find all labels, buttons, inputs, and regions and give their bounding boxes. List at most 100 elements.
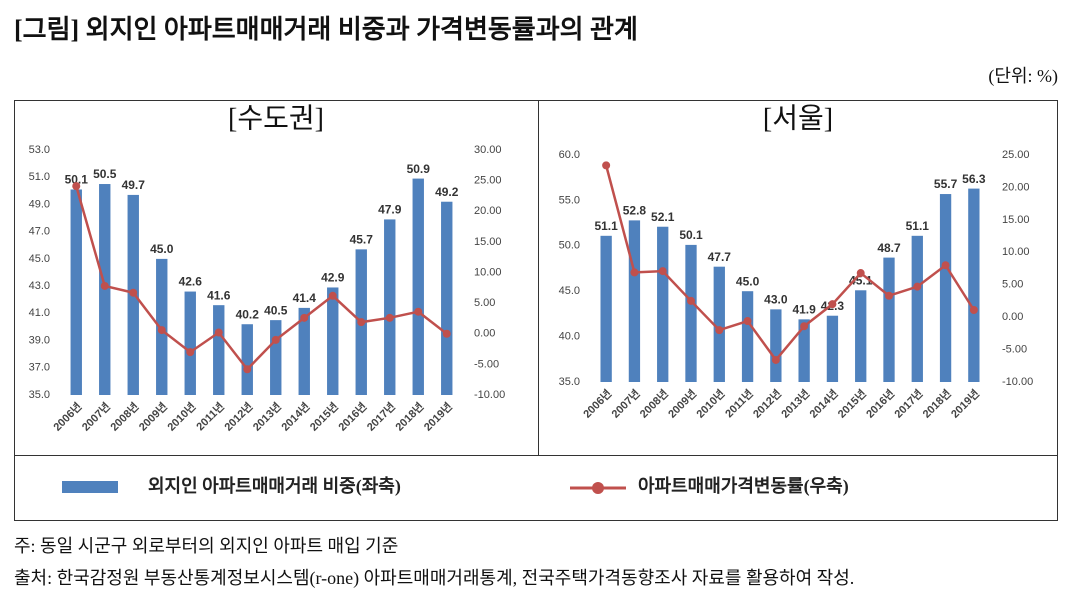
y-tick-label: 45.0 xyxy=(29,253,50,265)
line-marker xyxy=(186,348,195,357)
line-marker xyxy=(658,267,667,276)
x-tick-label: 2016년 xyxy=(863,386,897,420)
value-label: 47.9 xyxy=(378,203,402,217)
x-tick-label: 2011년 xyxy=(722,386,756,420)
line-marker xyxy=(385,313,394,322)
legend-label: 아파트매매가격변동률(우축) xyxy=(638,476,849,497)
bar xyxy=(298,307,310,395)
bar xyxy=(270,320,282,395)
line-marker xyxy=(800,322,809,331)
y2-tick-label: 10.00 xyxy=(474,266,502,278)
bar xyxy=(384,219,396,395)
value-label: 45.0 xyxy=(150,242,174,256)
x-tick-label: 2012년 xyxy=(750,386,784,420)
value-label: 55.7 xyxy=(934,177,958,191)
x-tick-label: 2013년 xyxy=(250,399,284,433)
y-tick-label: 47.0 xyxy=(29,226,50,238)
line-marker xyxy=(214,328,223,337)
value-label: 42.6 xyxy=(179,275,203,289)
value-label: 40.2 xyxy=(236,307,260,321)
line-marker xyxy=(687,296,695,305)
y-tick-label: 51.0 xyxy=(29,171,50,183)
bar xyxy=(241,324,253,395)
figure-title: [그림] 외지인 아파트매매거래 비중과 가격변동률과의 관계 xyxy=(14,15,638,44)
line xyxy=(604,165,975,362)
value-label: 40.5 xyxy=(264,303,288,317)
value-label: 50.1 xyxy=(65,173,89,187)
bar xyxy=(911,235,923,382)
y2-tick-label: -5.00 xyxy=(474,358,499,370)
line-marker xyxy=(328,291,337,300)
y-tick-label: 37.0 xyxy=(29,362,50,374)
line-marker xyxy=(771,355,780,364)
x-tick-label: 2019년 xyxy=(948,386,982,420)
x-tick-label: 2015년 xyxy=(307,399,341,433)
y-tick-label: 60.0 xyxy=(559,149,580,161)
bar xyxy=(412,178,424,395)
x-tick-label: 2006년 xyxy=(50,399,84,433)
bar xyxy=(441,201,453,395)
frame xyxy=(14,100,1058,521)
y2-tick-label: 5.00 xyxy=(474,297,495,309)
legend-label: 외지인 아파트매매거래 비중(좌축) xyxy=(148,476,401,497)
x-tick-label: 2018년 xyxy=(392,399,426,433)
value-label: 49.7 xyxy=(122,178,146,192)
bar xyxy=(855,290,867,382)
note: 주: 동일 시군구 외로부터의 외지인 아파트 매입 기준 xyxy=(14,536,398,556)
bar xyxy=(685,244,697,382)
value-label: 50.1 xyxy=(679,228,703,242)
value-label: 43.0 xyxy=(764,293,788,307)
y2-tick-label: 15.00 xyxy=(1002,214,1030,226)
value-label: 51.1 xyxy=(594,219,618,233)
x-tick-label: 2010년 xyxy=(693,386,727,420)
y2-tick-label: 5.00 xyxy=(1002,279,1023,291)
value-label: 41.4 xyxy=(293,291,317,305)
y2-tick-label: 15.00 xyxy=(474,236,502,248)
value-label: 56.3 xyxy=(962,172,986,186)
line-marker xyxy=(442,329,451,338)
line-marker xyxy=(72,182,81,191)
line-marker xyxy=(414,307,423,316)
value-label: 45.0 xyxy=(736,274,760,288)
x-tick-label: 2014년 xyxy=(278,399,312,433)
value-label: 52.8 xyxy=(623,204,647,218)
value-label: 41.6 xyxy=(207,288,231,302)
y2-tick-label: 0.00 xyxy=(1002,311,1023,323)
bar xyxy=(713,266,725,382)
x-tick-label: 2015년 xyxy=(835,386,869,420)
line-marker xyxy=(602,161,611,170)
y-tick-label: 35.0 xyxy=(29,389,50,401)
value-label: 42.9 xyxy=(321,271,345,285)
line-marker xyxy=(913,282,922,291)
bar xyxy=(184,291,196,395)
x-tick-label: 2016년 xyxy=(335,399,369,433)
y-tick-label: 39.0 xyxy=(29,334,50,346)
y-tick-label: 50.0 xyxy=(559,240,580,252)
legend-swatch xyxy=(62,481,118,493)
y-tick-label: 49.0 xyxy=(29,198,50,210)
y2-tick-label: 10.00 xyxy=(1002,246,1030,258)
x-tick-label: 2013년 xyxy=(778,386,812,420)
x-tick-label: 2019년 xyxy=(421,399,455,433)
y2-tick-label: 20.00 xyxy=(474,205,502,217)
bar xyxy=(826,315,839,382)
y-tick-label: 55.0 xyxy=(559,194,580,206)
bar xyxy=(657,226,669,382)
bar xyxy=(939,194,952,382)
y-tick-label: 53.0 xyxy=(29,144,50,156)
x-tick-label: 2006년 xyxy=(580,386,614,420)
bar xyxy=(213,305,225,395)
line-marker xyxy=(630,268,639,277)
x-tick-label: 2009년 xyxy=(136,399,170,433)
line-marker xyxy=(715,326,724,335)
y2-tick-label: 20.00 xyxy=(1002,181,1030,193)
x-tick-label: 2012년 xyxy=(221,399,255,433)
bar xyxy=(883,257,895,382)
x-tick-label: 2007년 xyxy=(79,399,113,433)
value-label: 47.7 xyxy=(708,250,732,264)
line-marker xyxy=(969,306,978,315)
line-marker xyxy=(357,318,366,327)
value-label: 52.1 xyxy=(651,210,675,224)
line-marker xyxy=(271,335,280,344)
